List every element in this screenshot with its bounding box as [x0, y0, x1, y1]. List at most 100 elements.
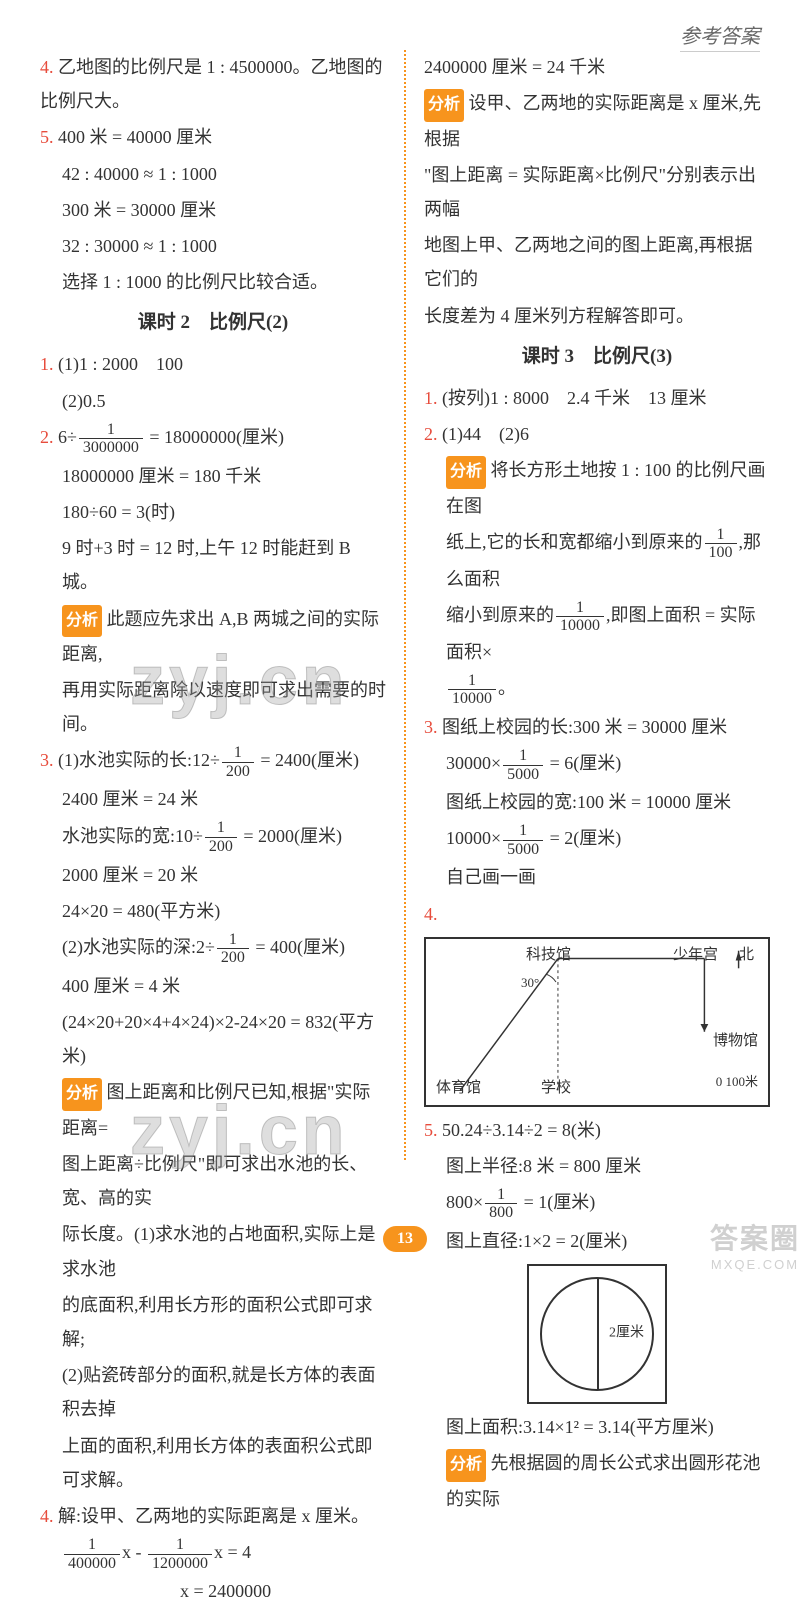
section2-title: 课时 2 比例尺(2): [40, 305, 386, 341]
s2q3-an2: 图上距离÷比例尺"即可求出水池的长、宽、高的实: [40, 1147, 386, 1215]
label-tl: 科技馆: [526, 941, 571, 970]
s2q4-l3: x = 2400000: [40, 1574, 386, 1608]
s3q2a: (1)44 (2)6: [442, 424, 529, 444]
s2q3-an1: 图上距离和比例尺已知,根据"实际距离=: [62, 1082, 370, 1137]
s3q3-l3: 图纸上校园的宽:100 米 = 10000 厘米: [424, 785, 770, 819]
s3-qnum-2: 2.: [424, 424, 442, 444]
left-column: 4. 乙地图的比例尺是 1 : 4500000。乙地图的比例尺大。 5. 400…: [30, 50, 396, 1160]
tag-analysis-r2: 分析: [446, 456, 486, 488]
an0d: 长度差为 4 厘米列方程解答即可。: [424, 299, 770, 333]
an2b-pre: 纸上,它的长和宽都缩小到原来的: [446, 532, 703, 552]
an0b: "图上距离 = 实际距离×比例尺"分别表示出两幅: [424, 158, 770, 226]
an0c: 地图上甲、乙两地之间的图上距离,再根据它们的: [424, 228, 770, 296]
q5-l4: 32 : 30000 ≈ 1 : 1000: [40, 229, 386, 263]
s2q3-l5: 24×20 = 480(平方米): [40, 894, 386, 928]
q5-l3: 300 米 = 30000 厘米: [40, 193, 386, 227]
an2d-post: 。: [498, 678, 516, 698]
s2q2-l3: 180÷60 = 3(时): [40, 495, 386, 529]
s3q5-l5: 图上面积:3.14×1² = 3.14(平方厘米): [424, 1410, 770, 1444]
s3q3-l1: 图纸上校园的长:300 米 = 30000 厘米: [442, 717, 727, 737]
s3-qnum-4: 4.: [424, 904, 438, 924]
s3q5-l2: 图上半径:8 米 = 800 厘米: [424, 1149, 770, 1183]
s2q1b: (2)0.5: [40, 384, 386, 418]
footer-small: MXQE.COM: [710, 1257, 800, 1272]
label-tra: 少年宫: [673, 941, 718, 970]
s3-qnum-3: 3.: [424, 717, 442, 737]
footer-big: 答案圈: [710, 1217, 800, 1257]
frac-r5: 15000: [503, 822, 543, 858]
frac-2: 1200: [222, 744, 254, 780]
s2q3-l3b: = 2000(厘米): [239, 826, 342, 846]
s2q3-l1b: = 2400(厘米): [256, 750, 359, 770]
s2q3-l3a: 水池实际的宽:10÷: [62, 826, 203, 846]
q4-text: 乙地图的比例尺是 1 : 4500000。乙地图的比例尺大。: [40, 57, 383, 111]
frac-4: 1200: [217, 931, 249, 967]
scale-label: 0 100米: [716, 1070, 758, 1095]
s3q3-l2b: = 6(厘米): [545, 753, 621, 773]
qnum-4: 4.: [40, 57, 58, 77]
an2a: 将长方形土地按 1 : 100 的比例尺画在图: [446, 460, 766, 515]
s2-qnum-3: 3.: [40, 750, 58, 770]
s2q3-l6a: (2)水池实际的深:2÷: [62, 937, 215, 957]
s3q3-l4a: 10000×: [446, 828, 501, 848]
s2q3-an5: (2)贴瓷砖部分的面积,就是长方体的表面积去掉: [40, 1358, 386, 1426]
s3q3-l4b: = 2(厘米): [545, 828, 621, 848]
frac-r2: 110000: [556, 599, 604, 635]
s2q3-l2: 2400 厘米 = 24 米: [40, 782, 386, 816]
q5-l5: 选择 1 : 1000 的比例尺比较合适。: [40, 265, 386, 299]
section3-title: 课时 3 比例尺(3): [424, 339, 770, 375]
frac-r3: 110000: [448, 672, 496, 708]
s2q4-eq: x = 4: [214, 1542, 251, 1562]
s2q3-an3: 际长度。(1)求水池的占地面积,实际上是求水池: [40, 1217, 386, 1285]
an2c-pre: 缩小到原来的: [446, 605, 554, 625]
s2q4-mid: x -: [122, 1542, 142, 1562]
page-header: 参考答案: [680, 20, 760, 52]
s3q5-an: 先根据圆的周长公式求出圆形花池的实际: [446, 1453, 761, 1508]
frac-5b: 11200000: [148, 1536, 212, 1572]
s3q3-l5: 自己画一画: [424, 860, 770, 894]
s3q5-l3b: = 1(厘米): [519, 1192, 595, 1212]
column-divider: [404, 50, 406, 1160]
label-bl: 体育馆: [436, 1074, 481, 1103]
frac-r4: 15000: [503, 747, 543, 783]
tag-analysis-2: 分析: [62, 1078, 102, 1110]
s3-qnum-5: 5.: [424, 1120, 442, 1140]
label-bm: 学校: [541, 1074, 571, 1103]
tag-analysis-1: 分析: [62, 605, 102, 637]
s2q2-pre: 6÷: [58, 427, 77, 447]
s2q2-an2: 再用实际距离除以速度即可求出需要的时间。: [40, 673, 386, 741]
tag-analysis-r5: 分析: [446, 1449, 486, 1481]
content-area: 4. 乙地图的比例尺是 1 : 4500000。乙地图的比例尺大。 5. 400…: [0, 0, 810, 1220]
circle-label: 2厘米: [609, 1321, 644, 1348]
qnum-5: 5.: [40, 127, 58, 147]
s2q3-l7: 400 厘米 = 4 米: [40, 969, 386, 1003]
frac-r1: 1100: [705, 526, 737, 562]
label-mr: 博物馆: [713, 1027, 758, 1056]
q5-l2: 42 : 40000 ≈ 1 : 1000: [40, 157, 386, 191]
s2q2-l4: 9 时+3 时 = 12 时,上午 12 时能赶到 B 城。: [40, 531, 386, 599]
q5-l1: 400 米 = 40000 厘米: [58, 127, 212, 147]
label-trb: 北: [739, 941, 754, 970]
s2-qnum-4: 4.: [40, 1506, 58, 1526]
circle-diagram: 2厘米: [527, 1264, 667, 1404]
s2-qnum-2: 2.: [40, 427, 58, 447]
s3q5-l3a: 800×: [446, 1192, 483, 1212]
s3q3-l2a: 30000×: [446, 753, 501, 773]
s2q4-l1: 解:设甲、乙两地的实际距离是 x 厘米。: [58, 1506, 369, 1526]
s2q3-l4: 2000 厘米 = 20 米: [40, 858, 386, 892]
r0: 2400000 厘米 = 24 千米: [424, 50, 770, 84]
right-column: 2400000 厘米 = 24 千米 分析 设甲、乙两地的实际距离是 x 厘米,…: [414, 50, 780, 1160]
label-angle: 30°: [521, 971, 539, 996]
s2q3-l8: (24×20+20×4+4×24)×2-24×20 = 832(平方米): [40, 1005, 386, 1073]
s3q1: (按列)1 : 8000 2.4 千米 13 厘米: [442, 388, 707, 408]
frac-r6: 1800: [485, 1186, 517, 1222]
frac-1: 13000000: [79, 421, 143, 457]
footer-logo: 答案圈 MXQE.COM: [710, 1217, 800, 1272]
s2q2-l2: 18000000 厘米 = 180 千米: [40, 459, 386, 493]
s2q2-an1: 此题应先求出 A,B 两城之间的实际距离,: [62, 609, 379, 664]
an0a: 设甲、乙两地的实际距离是 x 厘米,先根据: [424, 93, 761, 148]
s3-qnum-1: 1.: [424, 388, 442, 408]
s2q3-l6b: = 400(厘米): [251, 937, 345, 957]
s2q3-an6: 上面的面积,利用长方体的表面积公式即可求解。: [40, 1429, 386, 1497]
s2q3-l1a: (1)水池实际的长:12÷: [58, 750, 220, 770]
